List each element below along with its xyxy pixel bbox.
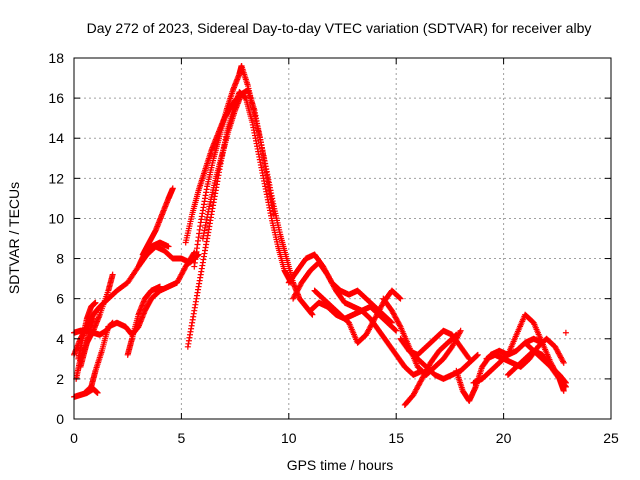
- y-tick-label: 18: [48, 50, 64, 66]
- y-tick-label: 6: [56, 291, 64, 307]
- data-point: [392, 327, 399, 334]
- data-point: [466, 355, 473, 362]
- data-point: [90, 315, 97, 322]
- data-point: [94, 389, 101, 396]
- series-track-23: [401, 331, 460, 408]
- series-track-6: [75, 299, 99, 362]
- series-track-15: [238, 63, 316, 318]
- series-track-16: [199, 87, 277, 242]
- x-tick-label: 5: [178, 430, 186, 446]
- x-axis-label: GPS time / hours: [287, 457, 394, 473]
- data-point: [560, 359, 567, 366]
- series-track-14: [191, 63, 245, 270]
- x-tick-label: 10: [281, 430, 297, 446]
- plot-frame: [73, 57, 612, 420]
- data-point: [109, 271, 116, 278]
- series-track-10: [139, 185, 176, 258]
- series-track-7: [77, 315, 97, 370]
- series-track-29: [522, 339, 569, 386]
- data-point: [396, 322, 403, 329]
- x-tick-label: 0: [70, 430, 78, 446]
- y-tick-label: 14: [48, 130, 64, 146]
- grid: [74, 58, 611, 419]
- data-point: [309, 311, 316, 318]
- data-point: [465, 354, 472, 361]
- data-point: [397, 295, 404, 302]
- data-point: [92, 299, 99, 306]
- y-tick-label: 12: [48, 170, 64, 186]
- y-tick-label: 2: [56, 371, 64, 387]
- y-axis: 0 2 4 6 8 10 12 14 16 18: [48, 50, 611, 427]
- data-point: [396, 294, 403, 301]
- series-track-4: [81, 323, 112, 396]
- y-axis-label: SDTVAR / TECUs: [6, 182, 22, 294]
- series-track-9: [124, 283, 163, 358]
- data-point: [474, 352, 481, 359]
- data-point: [474, 351, 481, 358]
- series-track-20: [311, 287, 404, 346]
- y-tick-label: 8: [56, 251, 64, 267]
- series-track-24: [406, 327, 473, 362]
- data-point: [393, 327, 400, 334]
- data-point: [156, 283, 163, 290]
- y-tick-label: 0: [56, 411, 64, 427]
- data-point: [270, 211, 277, 218]
- x-tick-label: 15: [388, 430, 404, 446]
- data-point: [169, 185, 176, 192]
- chart-title: Day 272 of 2023, Sidereal Day-to-day VTE…: [87, 20, 592, 36]
- x-axis: 0 5 10 15 20 25: [70, 58, 619, 446]
- y-tick-label: 4: [56, 331, 64, 347]
- data-point: [562, 379, 569, 386]
- data-point: [456, 329, 463, 336]
- data-point: [165, 243, 172, 250]
- series-track-26: [470, 311, 567, 394]
- series-track-30: [562, 329, 569, 336]
- data-points: [71, 63, 569, 408]
- data-point: [560, 358, 567, 365]
- series-track-27: [483, 335, 567, 370]
- data-point: [562, 329, 569, 336]
- x-tick-label: 25: [603, 430, 619, 446]
- y-tick-label: 16: [48, 90, 64, 106]
- data-point: [457, 327, 464, 334]
- data-point: [560, 387, 567, 394]
- y-tick-label: 10: [48, 210, 64, 226]
- x-tick-label: 20: [496, 430, 512, 446]
